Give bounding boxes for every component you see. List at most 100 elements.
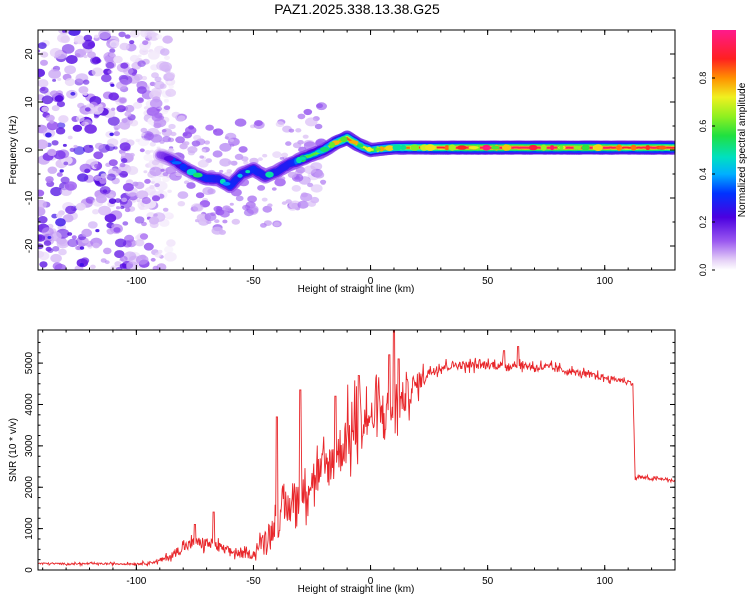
halo-blob bbox=[219, 142, 232, 152]
noise-blob bbox=[105, 62, 115, 69]
halo-blob bbox=[262, 205, 273, 213]
noise-blob bbox=[162, 35, 173, 44]
noise-blob bbox=[38, 68, 46, 78]
noise-blob bbox=[119, 105, 125, 110]
noise-blob bbox=[137, 60, 146, 67]
y-tick-label: 20 bbox=[24, 48, 35, 60]
noise-blob bbox=[126, 166, 139, 175]
ridge-knot bbox=[491, 145, 500, 150]
noise-blob bbox=[163, 98, 169, 103]
halo-blob bbox=[183, 141, 190, 146]
halo-blob bbox=[320, 181, 326, 185]
halo-blob bbox=[303, 108, 313, 116]
noise-blob bbox=[145, 150, 151, 155]
halo-blob bbox=[155, 106, 163, 112]
noise-blob bbox=[53, 150, 66, 160]
halo-blob bbox=[211, 226, 224, 235]
noise-blob bbox=[92, 242, 100, 249]
noise-blob bbox=[124, 207, 131, 213]
ridge-knot bbox=[645, 145, 651, 151]
halo-blob bbox=[163, 105, 171, 110]
halo-blob bbox=[246, 202, 252, 206]
y-tick-label: 10 bbox=[24, 96, 35, 108]
ridge-knot bbox=[375, 147, 381, 151]
x-tick-label: 100 bbox=[596, 576, 613, 587]
ridge-knot bbox=[615, 145, 621, 150]
halo-blob bbox=[257, 185, 266, 191]
ridge-knot bbox=[425, 144, 436, 151]
noise-blob bbox=[70, 91, 76, 96]
halo-blob bbox=[300, 192, 308, 198]
noise-blob bbox=[118, 96, 128, 104]
halo-blob bbox=[159, 139, 165, 144]
noise-blob bbox=[153, 80, 165, 90]
ridge-knot bbox=[482, 144, 491, 151]
noise-blob bbox=[124, 111, 132, 117]
noise-blob bbox=[59, 169, 64, 173]
noise-blob bbox=[164, 245, 174, 254]
x-tick-label: -100 bbox=[126, 576, 146, 587]
ridge-knot bbox=[593, 144, 603, 152]
y-tick-label: 0 bbox=[24, 147, 35, 153]
halo-blob bbox=[177, 201, 186, 207]
noise-blob bbox=[104, 260, 110, 265]
noise-blob bbox=[94, 175, 102, 181]
noise-blob bbox=[41, 227, 54, 237]
noise-blob bbox=[104, 213, 117, 223]
halo-blob bbox=[297, 113, 306, 120]
halo-blob bbox=[261, 197, 268, 202]
noise-blob bbox=[119, 170, 128, 178]
ridge-knot bbox=[410, 144, 420, 151]
snr-plot-area bbox=[38, 330, 675, 568]
colorbar-tick-label: 0.2 bbox=[698, 216, 708, 229]
ridge-knot bbox=[320, 147, 329, 152]
noise-blob bbox=[83, 34, 93, 42]
halo-blob bbox=[195, 192, 205, 199]
noise-blob bbox=[84, 168, 91, 174]
halo-blob bbox=[273, 221, 280, 227]
colorbar-tick-label: 0.0 bbox=[698, 264, 708, 277]
ridge-knot bbox=[502, 144, 512, 151]
noise-blob bbox=[76, 115, 85, 122]
x-tick-label: -100 bbox=[126, 276, 146, 287]
noise-blob bbox=[166, 239, 176, 247]
noise-blob bbox=[65, 205, 77, 215]
noise-blob bbox=[58, 239, 68, 247]
halo-blob bbox=[202, 187, 214, 195]
noise-blob bbox=[111, 107, 116, 112]
noise-blob bbox=[152, 265, 159, 270]
noise-blob bbox=[135, 235, 142, 240]
noise-blob bbox=[148, 216, 160, 225]
noise-blob bbox=[98, 30, 111, 40]
noise-blob bbox=[93, 34, 99, 39]
noise-blob bbox=[113, 131, 121, 137]
noise-blob bbox=[64, 78, 75, 87]
noise-blob bbox=[91, 67, 104, 77]
halo-blob bbox=[304, 165, 317, 174]
ridge-knot bbox=[385, 145, 394, 152]
halo-blob bbox=[253, 121, 265, 129]
ridge-knot bbox=[550, 145, 555, 151]
halo-blob bbox=[285, 141, 292, 146]
noise-blob bbox=[150, 257, 156, 262]
noise-blob bbox=[81, 122, 86, 126]
noise-blob bbox=[38, 42, 47, 49]
noise-blob bbox=[143, 242, 154, 251]
noise-blob bbox=[136, 198, 141, 203]
noise-blob bbox=[47, 148, 57, 156]
halo-blob bbox=[161, 129, 167, 133]
noise-blob bbox=[62, 214, 74, 223]
snr-frame bbox=[37, 329, 676, 571]
noise-blob bbox=[46, 121, 59, 131]
y-tick-label: -10 bbox=[24, 190, 35, 205]
noise-blob bbox=[40, 51, 49, 58]
ridge-knot bbox=[392, 144, 402, 151]
noise-blob bbox=[58, 248, 67, 256]
noise-blob bbox=[135, 138, 140, 143]
noise-blob bbox=[129, 152, 135, 158]
halo-blob bbox=[275, 121, 285, 128]
halo-blob bbox=[152, 194, 160, 200]
noise-blob bbox=[77, 173, 89, 182]
noise-blob bbox=[52, 78, 57, 82]
y-tick-label: 1000 bbox=[24, 517, 35, 540]
